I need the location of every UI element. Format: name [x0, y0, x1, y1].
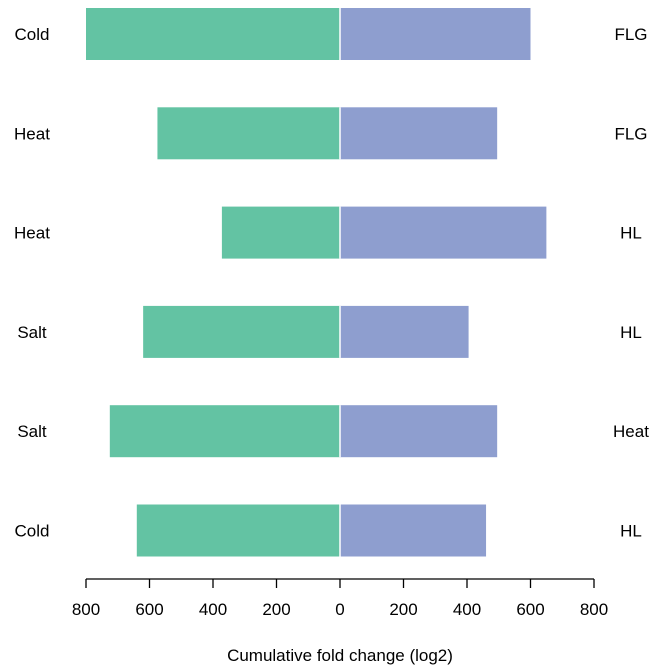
bar-right-4: [340, 405, 498, 458]
bar-left-2: [221, 206, 340, 259]
bar-left-0: [86, 8, 340, 60]
row-label-right-5: HL: [620, 522, 642, 541]
x-tick-label-8: 800: [580, 600, 608, 619]
row-label-left-4: Salt: [17, 422, 47, 441]
row-label-right-4: Heat: [613, 422, 649, 441]
bar-left-4: [109, 405, 340, 458]
x-tick-label-7: 600: [516, 600, 544, 619]
bars-group: [86, 8, 547, 557]
x-tick-label-5: 200: [389, 600, 417, 619]
row-label-right-2: HL: [620, 224, 642, 243]
row-label-left-1: Heat: [14, 124, 50, 143]
row-label-right-0: FLG: [614, 25, 647, 44]
x-tick-label-3: 200: [262, 600, 290, 619]
bar-left-3: [143, 305, 340, 358]
row-label-right-1: FLG: [614, 124, 647, 143]
row-label-left-3: Salt: [17, 323, 47, 342]
x-tick-label-4: 0: [335, 600, 344, 619]
row-label-left-0: Cold: [15, 25, 50, 44]
x-tick-label-6: 400: [453, 600, 481, 619]
row-label-left-2: Heat: [14, 224, 50, 243]
bar-right-2: [340, 206, 547, 259]
row-label-right-3: HL: [620, 323, 642, 342]
bar-right-1: [340, 107, 498, 160]
x-axis-title: Cumulative fold change (log2): [227, 646, 453, 665]
x-tick-label-0: 800: [72, 600, 100, 619]
x-tick-label-1: 600: [135, 600, 163, 619]
row-label-left-5: Cold: [15, 522, 50, 541]
bar-left-5: [136, 504, 340, 557]
x-axis: 800 600 400 200 0 200 400 600 800: [72, 578, 608, 619]
bar-left-1: [157, 107, 340, 160]
row-labels-group: Cold FLG Heat FLG Heat HL Salt HL Salt Heat Cold HL: [14, 25, 649, 541]
x-tick-label-2: 400: [199, 600, 227, 619]
bar-right-0: [340, 8, 531, 60]
bar-right-5: [340, 504, 487, 557]
bar-right-3: [340, 305, 469, 358]
